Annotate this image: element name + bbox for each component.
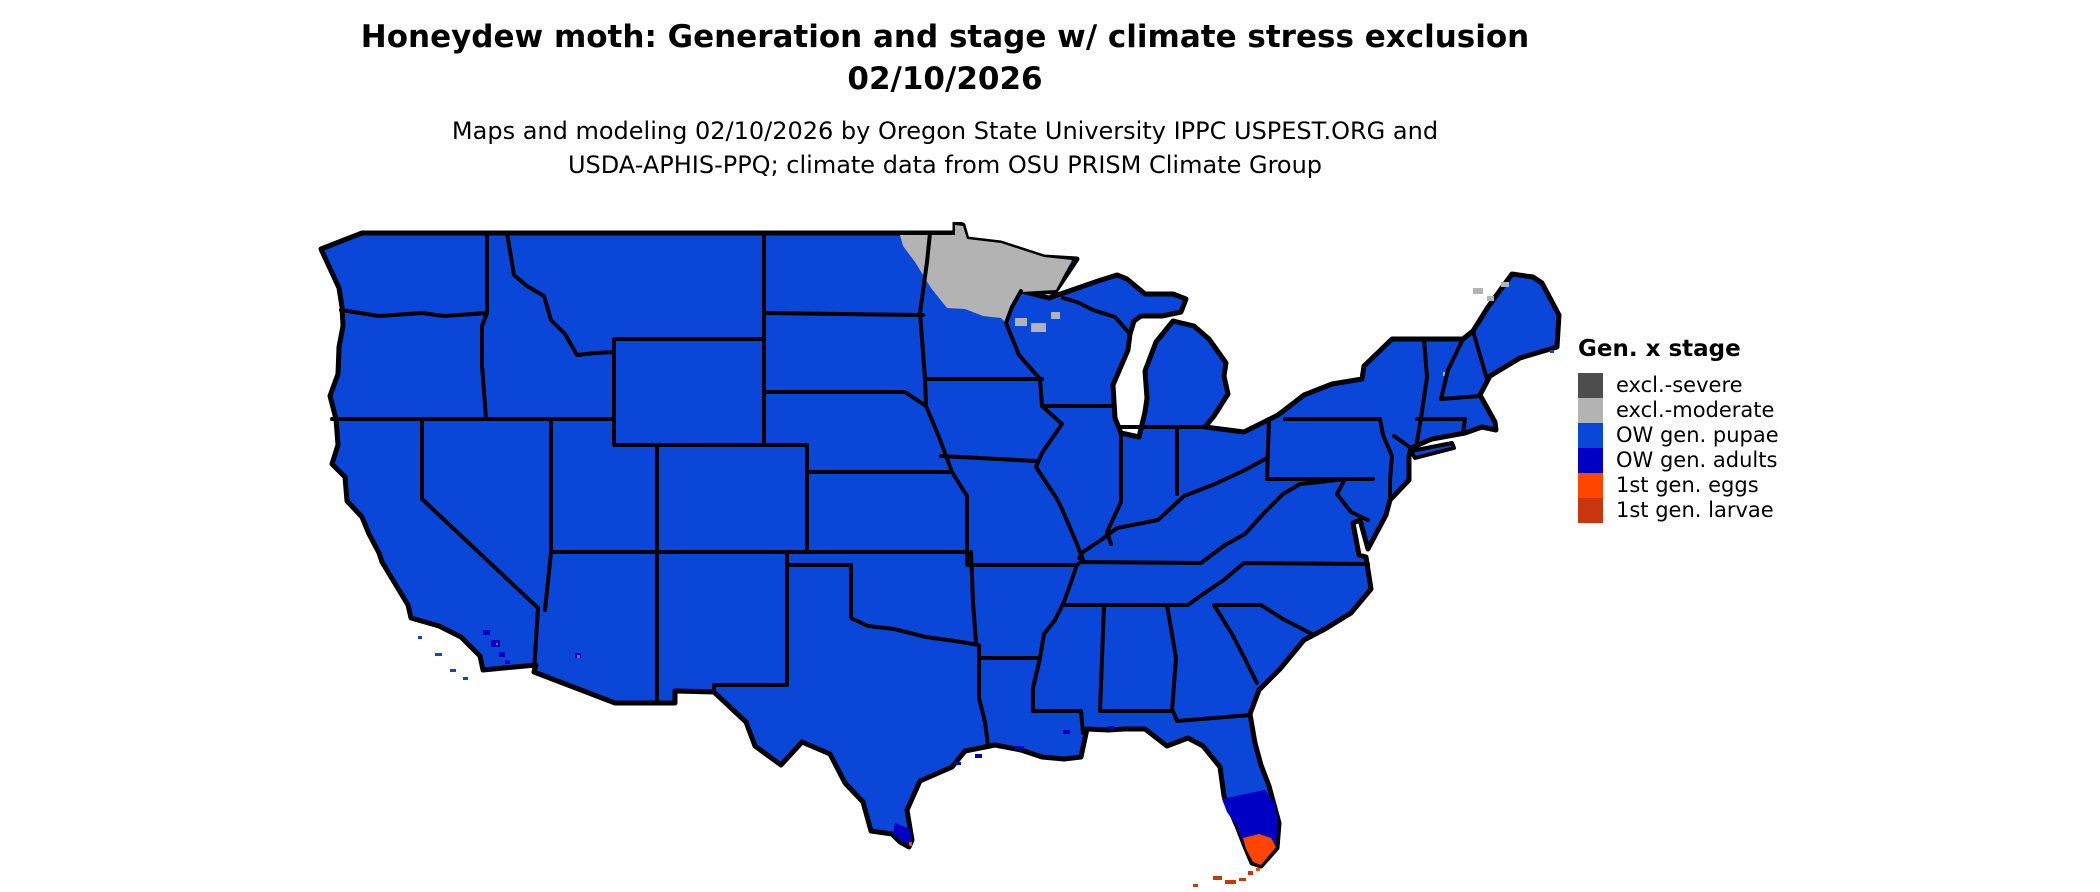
region-larvae-florida-keys bbox=[1193, 871, 1253, 887]
region-ow-adults-gulf-coast-specks bbox=[955, 726, 1114, 765]
legend-item-label: excl.-moderate bbox=[1616, 398, 1775, 422]
excl-moderate-swatch bbox=[1578, 398, 1603, 423]
legend-item-ow-gen-pupae: OW gen. pupae bbox=[1578, 423, 1779, 448]
legend-rows: excl.-severe excl.-moderate OW gen. pupa… bbox=[1578, 373, 1779, 523]
legend-item-label: excl.-severe bbox=[1616, 373, 1743, 397]
map-subtitle-line1: Maps and modeling 02/10/2026 by Oregon S… bbox=[451, 117, 1439, 145]
state-borders bbox=[330, 231, 1489, 747]
legend-item-1st-gen-larvae: 1st gen. larvae bbox=[1578, 498, 1779, 523]
excl-severe-swatch bbox=[1578, 373, 1603, 398]
region-eggs-specks bbox=[496, 643, 1260, 871]
legend-item-excl-severe: excl.-severe bbox=[1578, 373, 1779, 398]
offshore-islands bbox=[367, 246, 1554, 680]
legend-item-label: 1st gen. larvae bbox=[1616, 498, 1774, 522]
region-ow-adults-south-texas bbox=[893, 823, 912, 844]
ow-gen-adults-swatch bbox=[1578, 448, 1603, 473]
legend: Gen. x stage excl.-severe excl.-moderate… bbox=[1578, 336, 1779, 523]
region-excl-moderate-minnesota bbox=[900, 225, 1072, 323]
legend-item-label: 1st gen. eggs bbox=[1616, 473, 1759, 497]
legend-title: Gen. x stage bbox=[1578, 336, 1741, 362]
region-excl-moderate-wisconsin-specks bbox=[1015, 312, 1060, 332]
first-gen-larvae-swatch bbox=[1578, 498, 1603, 523]
legend-item-ow-gen-adults: OW gen. adults bbox=[1578, 448, 1779, 473]
legend-item-label: OW gen. adults bbox=[1616, 448, 1778, 472]
ow-gen-pupae-swatch bbox=[1578, 423, 1603, 448]
us-map bbox=[318, 222, 1562, 887]
map-subtitle: Maps and modeling 02/10/2026 by Oregon S… bbox=[0, 114, 1890, 182]
legend-item-excl-moderate: excl.-moderate bbox=[1578, 398, 1779, 423]
map-subtitle-line2: USDA-APHIS-PPQ; climate data from OSU PR… bbox=[567, 151, 1323, 179]
map-title-line1: Honeydew moth: Generation and stage w/ c… bbox=[360, 19, 1530, 55]
first-gen-eggs-swatch bbox=[1578, 473, 1603, 498]
legend-item-1st-gen-eggs: 1st gen. eggs bbox=[1578, 473, 1779, 498]
map-title: Honeydew moth: Generation and stage w/ c… bbox=[0, 16, 1890, 100]
conus-outline bbox=[318, 222, 1562, 869]
long-island bbox=[1409, 441, 1456, 460]
map-title-date: 02/10/2026 bbox=[847, 61, 1043, 97]
region-eggs-florida-tip bbox=[1243, 834, 1276, 865]
legend-item-label: OW gen. pupae bbox=[1616, 423, 1779, 447]
